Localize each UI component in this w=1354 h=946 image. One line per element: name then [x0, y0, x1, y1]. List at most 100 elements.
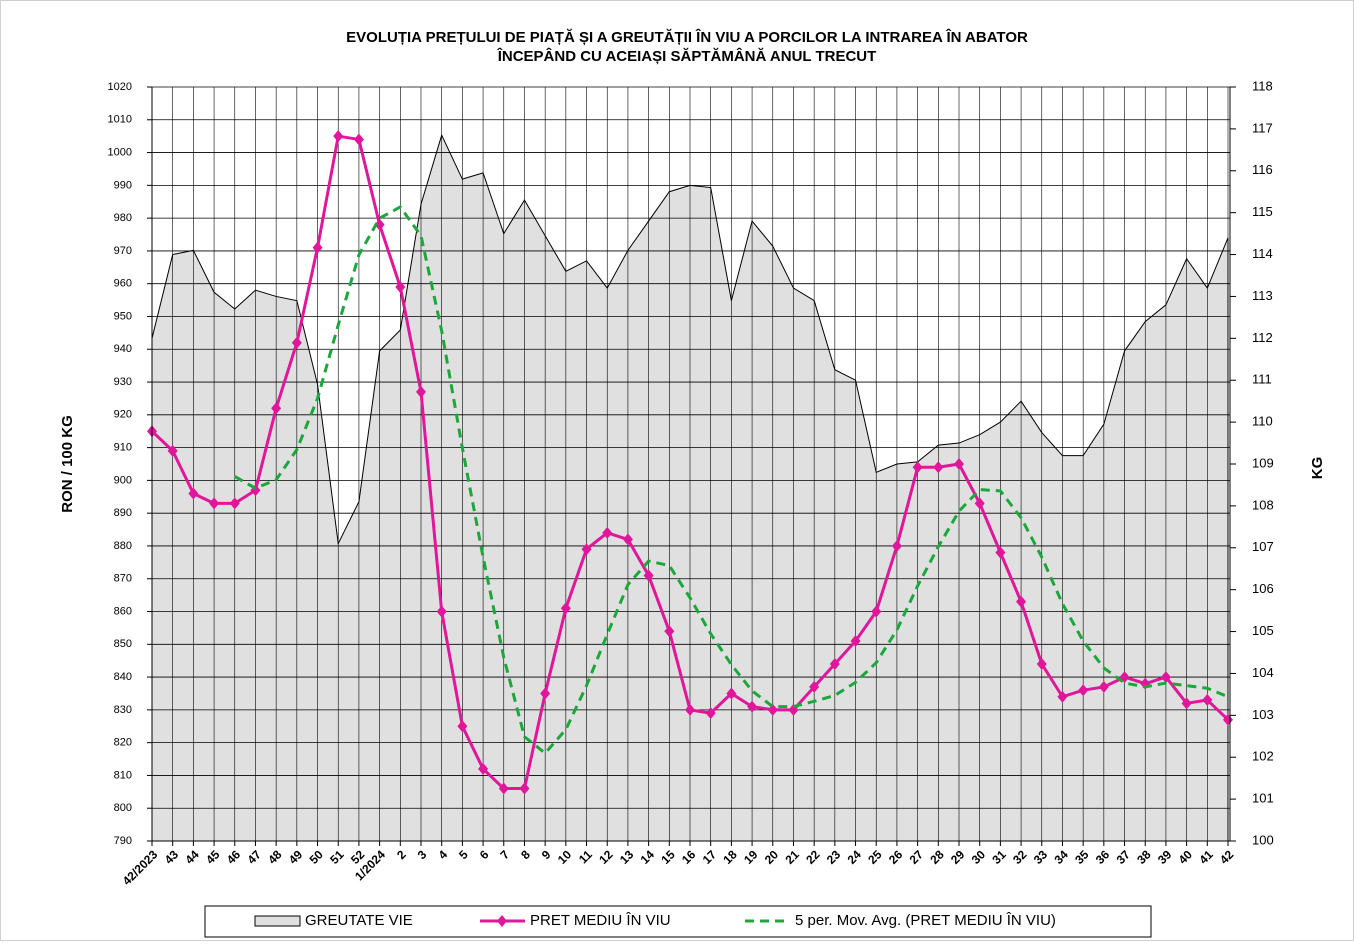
marker: [1181, 697, 1192, 710]
y2-axis-label: KG: [1309, 457, 1326, 480]
marker: [498, 782, 509, 795]
marker: [209, 497, 220, 510]
marker: [705, 707, 716, 720]
y-tick-label: 890: [114, 507, 132, 519]
marker: [353, 133, 364, 146]
y-tick-label: 990: [114, 179, 132, 191]
marker: [416, 385, 426, 398]
marker: [912, 461, 923, 474]
marker: [933, 461, 944, 474]
y2-tick-label: 105: [1252, 623, 1274, 638]
y2-tick-label: 108: [1252, 497, 1274, 512]
marker: [891, 539, 902, 552]
y-tick-label: 950: [114, 310, 132, 322]
y2-tick-label: 116: [1252, 162, 1273, 177]
y-tick-label: 980: [114, 212, 132, 224]
line: [234, 205, 1229, 755]
marker: [974, 497, 985, 510]
y-tick-label: 1010: [108, 114, 132, 126]
y2-tick-label: 111: [1252, 372, 1272, 387]
y-tick-label: 970: [114, 245, 132, 257]
y-tick-label: 930: [114, 376, 132, 388]
y2-tick-label: 115: [1252, 204, 1273, 219]
y-tick-label: 880: [114, 540, 132, 552]
y-tick-label: 940: [114, 343, 132, 355]
marker: [1078, 684, 1089, 697]
marker: [291, 336, 302, 349]
y-tick-label: 1020: [108, 81, 132, 93]
marker: [622, 533, 633, 546]
y-tick-label: 820: [114, 737, 132, 749]
y2-tick-label: 104: [1252, 665, 1274, 680]
y2-tick-label: 107: [1252, 539, 1274, 554]
y2-tick-label: 118: [1252, 78, 1273, 93]
y-tick-label: 900: [114, 474, 132, 486]
marker: [747, 700, 758, 713]
legend: [204, 905, 1152, 938]
y2-tick-label: 101: [1252, 791, 1274, 806]
y-tick-label: 830: [114, 704, 132, 716]
marker: [829, 657, 840, 670]
marker: [685, 703, 695, 716]
marker: [312, 241, 323, 254]
marker: [602, 526, 613, 539]
y-tick-label: 810: [114, 769, 132, 781]
marker: [560, 602, 571, 615]
y-tick-label: 910: [114, 442, 132, 454]
y-tick-label: 1000: [108, 146, 132, 158]
marker: [333, 130, 344, 143]
chart-title: EVOLUȚIA PREȚULUI DE PIAȚĂ ȘI A GREUTĂȚI…: [346, 28, 1028, 46]
marker: [1057, 690, 1068, 703]
y2-tick-label: 114: [1252, 246, 1273, 261]
legend-label: GREUTATE VIE: [305, 912, 413, 929]
y-tick-label: 800: [114, 802, 132, 814]
marker: [850, 635, 861, 648]
marker: [540, 687, 551, 700]
chart-subtitle: ÎNCEPÂND CU ACEIAȘI SĂPTĂMÂNĂ ANUL TRECU…: [497, 47, 877, 65]
marker: [767, 703, 778, 716]
marker: [229, 497, 240, 510]
y-tick-label: 790: [114, 835, 132, 847]
legend-marker: [497, 915, 507, 927]
marker: [664, 625, 675, 638]
legend-label: 5 per. Mov. Avg. (PRET MEDIU ÎN VIU): [795, 912, 1056, 929]
marker: [726, 687, 737, 700]
marker: [457, 720, 468, 733]
y2-tick-label: 110: [1252, 414, 1273, 429]
marker: [374, 218, 385, 231]
y2-tick-label: 117: [1252, 120, 1273, 135]
y2-tick-label: 103: [1252, 707, 1274, 722]
legend-swatch: [254, 915, 301, 927]
marker: [188, 487, 199, 500]
marker: [1036, 657, 1047, 670]
marker: [271, 402, 282, 415]
marker: [395, 280, 406, 293]
y-tick-label: 850: [114, 638, 132, 650]
y2-tick-label: 113: [1252, 288, 1273, 303]
marker: [995, 546, 1006, 559]
marker: [436, 605, 447, 618]
marker: [581, 543, 592, 556]
y-tick-label: 860: [114, 605, 132, 617]
y-tick-label: 920: [114, 409, 132, 421]
marker: [478, 762, 489, 775]
y2-tick-label: 100: [1252, 832, 1274, 847]
marker: [519, 782, 530, 795]
marker: [871, 605, 882, 618]
y2-tick-label: 112: [1252, 330, 1273, 345]
legend-label: PRET MEDIU ÎN VIU: [530, 912, 671, 929]
marker: [1160, 671, 1171, 684]
y2-tick-label: 109: [1252, 455, 1274, 470]
y-tick-label: 960: [114, 278, 132, 290]
marker: [1098, 680, 1109, 693]
y2-tick-label: 106: [1252, 581, 1274, 596]
marker: [1016, 595, 1027, 608]
marker: [954, 458, 964, 470]
plot-area: [147, 86, 1233, 842]
marker: [809, 680, 820, 693]
marker: [1202, 694, 1213, 707]
marker: [643, 569, 654, 582]
y-tick-label: 870: [114, 573, 132, 585]
y2-tick-label: 102: [1252, 749, 1274, 764]
